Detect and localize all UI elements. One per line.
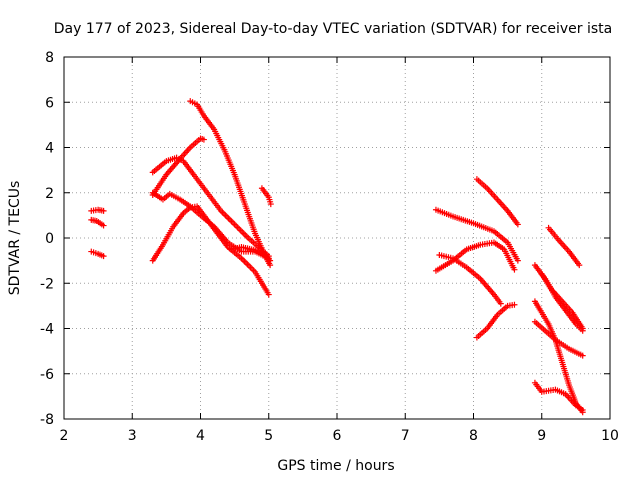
series-track bbox=[149, 203, 272, 298]
data-point bbox=[579, 406, 586, 413]
chart-title: Day 177 of 2023, Sidereal Day-to-day VTE… bbox=[54, 21, 612, 37]
data-point bbox=[265, 291, 272, 298]
series-track bbox=[538, 271, 586, 332]
series-track bbox=[432, 239, 518, 274]
data-point bbox=[514, 221, 521, 228]
y-tick-label: 4 bbox=[45, 141, 54, 157]
x-tick-label: 8 bbox=[469, 428, 478, 444]
series-track bbox=[531, 318, 586, 359]
series-track bbox=[88, 206, 107, 214]
series-track bbox=[473, 176, 521, 228]
data-point bbox=[579, 325, 586, 332]
series-track bbox=[88, 248, 107, 260]
series-track bbox=[88, 216, 107, 229]
x-tick-label: 10 bbox=[601, 428, 619, 444]
x-tick-label: 9 bbox=[537, 428, 546, 444]
axes: 2 3 4 5 6 7 8 9 10 -8 -6 -4 -2 0 2 4 6 8 bbox=[40, 50, 619, 444]
data-marks bbox=[88, 98, 586, 416]
y-tick-label: 6 bbox=[45, 95, 54, 111]
data-point bbox=[514, 257, 521, 264]
data-point bbox=[511, 301, 518, 308]
series-track bbox=[187, 98, 274, 269]
data-point bbox=[497, 300, 504, 307]
data-point bbox=[100, 222, 107, 229]
y-tick-label: -8 bbox=[40, 412, 54, 428]
y-tick-label: -6 bbox=[40, 367, 54, 383]
series-track bbox=[545, 224, 583, 269]
data-point bbox=[100, 253, 107, 260]
y-tick-label: 8 bbox=[45, 50, 54, 66]
data-point bbox=[511, 266, 518, 273]
x-tick-label: 6 bbox=[333, 428, 342, 444]
x-tick-label: 3 bbox=[128, 428, 137, 444]
data-point bbox=[267, 257, 274, 264]
data-point bbox=[579, 352, 586, 359]
data-point bbox=[267, 201, 274, 208]
x-tick-label: 2 bbox=[60, 428, 69, 444]
series-track bbox=[149, 135, 207, 199]
y-tick-label: -2 bbox=[40, 276, 54, 292]
x-axis-title: GPS time / hours bbox=[277, 458, 394, 474]
grid bbox=[64, 57, 610, 419]
series-track bbox=[531, 379, 586, 413]
series-track bbox=[228, 244, 274, 264]
data-point bbox=[576, 262, 583, 269]
y-tick-label: 2 bbox=[45, 186, 54, 202]
x-tick-label: 7 bbox=[401, 428, 410, 444]
x-tick-label: 5 bbox=[264, 428, 273, 444]
series-track bbox=[436, 251, 504, 307]
y-axis-title: SDTVAR / TECUs bbox=[7, 181, 23, 296]
series-track bbox=[432, 206, 521, 264]
data-point bbox=[200, 136, 207, 143]
y-tick-label: -4 bbox=[40, 322, 54, 338]
series-track bbox=[473, 301, 518, 341]
y-tick-label: 0 bbox=[45, 231, 54, 247]
data-point bbox=[100, 207, 107, 214]
x-tick-label: 4 bbox=[196, 428, 205, 444]
series-track bbox=[258, 185, 274, 208]
